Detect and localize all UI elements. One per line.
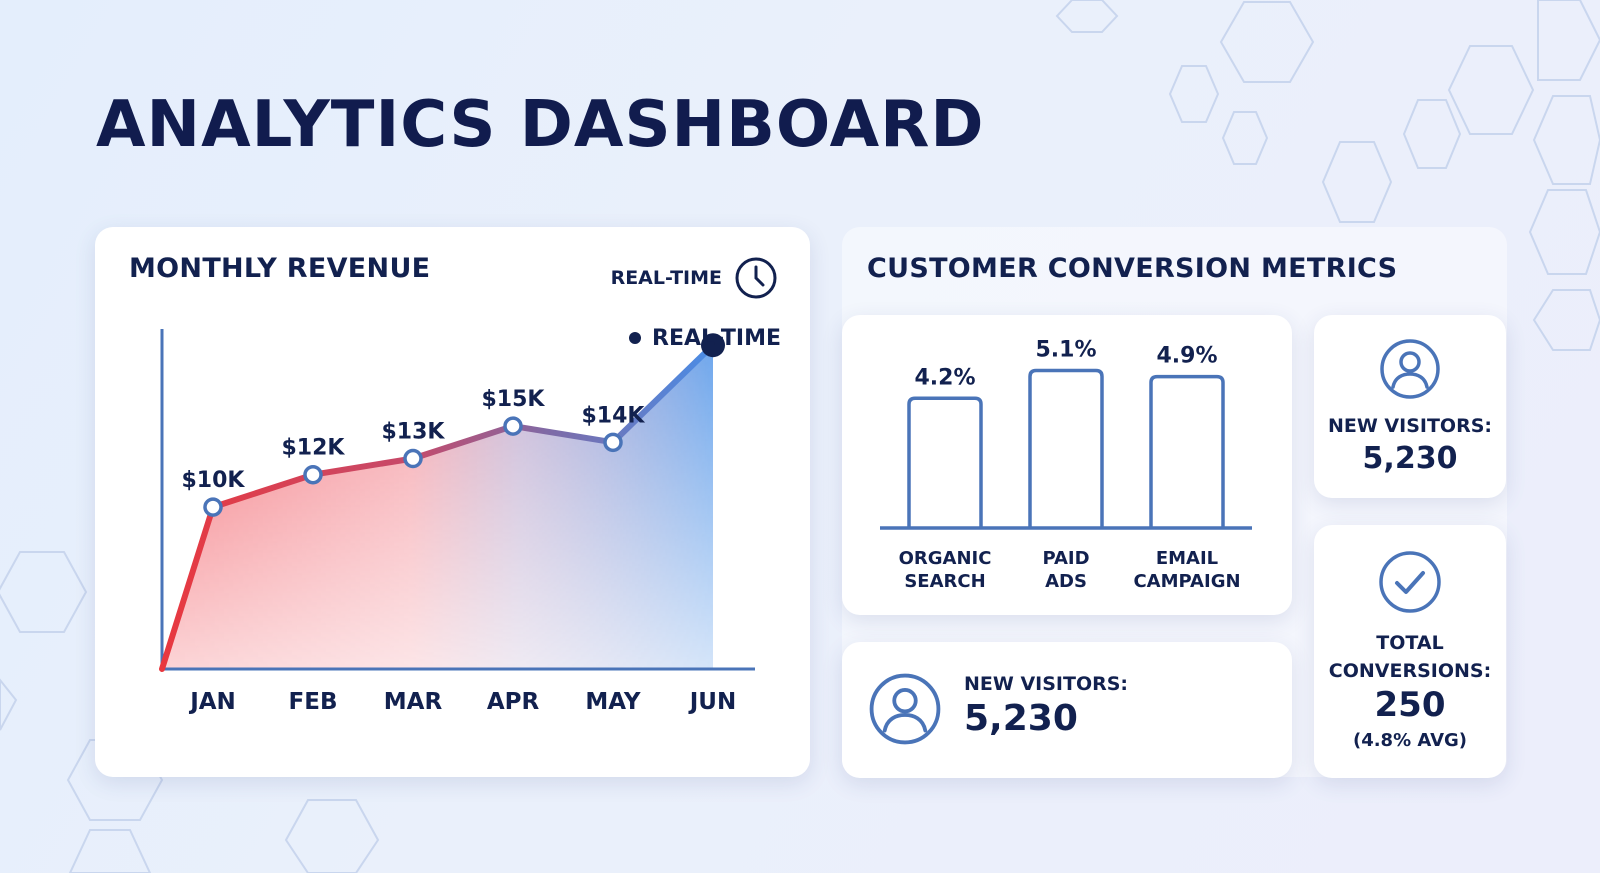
legend-dot-icon [629,332,641,344]
revenue-data-label: $15K [482,387,546,412]
conversion-category-label: PAID [1042,548,1089,569]
revenue-point-may[interactable] [603,432,623,453]
new-visitors-card: NEW VISITORS: 5,230 [1314,315,1506,498]
user-icon [869,673,941,745]
total-conversions-card: TOTAL CONVERSIONS: 250 (4.8% AVG) [1314,525,1506,778]
new-visitors-value: 5,230 [1362,441,1458,476]
user-icon [1380,339,1440,399]
check-circle-icon [1379,551,1441,613]
revenue-x-tick-label: JAN [188,689,236,715]
revenue-x-tick-label: MAY [585,689,640,715]
revenue-legend: REAL-TIME [629,326,781,351]
new-visitors-wide-label: NEW VISITORS: [964,673,1129,695]
conversion-bar[interactable] [1028,368,1104,528]
revenue-card-title: MONTHLY REVENUE [129,253,431,284]
revenue-area-chart: $10K $12K $13K $15K $14K REAL-TIME JAN FEB MAR… [159,326,781,715]
revenue-point-jan[interactable] [203,497,223,517]
monthly-revenue-card: MONTHLY REVENUE REAL-TIME [95,227,810,777]
conversion-category-label: CAMPAIGN [1133,571,1240,592]
conversion-category-label: ORGANIC [899,548,992,569]
conversion-category-label: SEARCH [904,571,985,592]
conversion-bar[interactable] [1149,374,1225,528]
new-visitors-wide-value: 5,230 [964,698,1078,739]
revenue-x-tick-label: FEB [289,689,338,715]
revenue-area-fill [162,345,713,669]
revenue-point-apr[interactable] [503,416,523,436]
conversion-bar-value-label: 4.9% [1156,344,1217,369]
revenue-point-jun[interactable] [701,333,725,358]
clock-icon [735,257,777,299]
revenue-point-mar[interactable] [403,448,423,469]
total-conversions-average: (4.8% AVG) [1352,730,1468,751]
realtime-indicator[interactable]: REAL-TIME [611,256,778,300]
conversion-rate-card: 4.2% ORGANIC SEARCH 5.1% PAID ADS 4.9% EMAIL CAM… [842,315,1292,615]
total-conversions-label-line1: TOTAL [1376,632,1444,654]
new-visitors-label: NEW VISITORS: [1327,415,1492,437]
legend-label: REAL-TIME [652,326,781,351]
revenue-point-feb[interactable] [303,464,323,485]
conversion-bar-value-label: 4.2% [914,365,975,390]
new-visitors-wide-card: NEW VISITORS: 5,230 [842,642,1292,778]
revenue-x-tick-label: JUN [688,689,736,715]
realtime-label: REAL-TIME [610,267,722,289]
conversion-category-label: EMAIL [1156,548,1218,569]
page-title: ANALYTICS DASHBOARD [96,88,985,162]
revenue-x-tick-label: MAR [384,689,443,715]
conversion-bar[interactable] [907,396,983,528]
revenue-data-label: $12K [282,436,346,461]
revenue-data-label: $13K [382,420,446,445]
conversion-category-label: ADS [1045,571,1087,592]
total-conversions-label-line2: CONVERSIONS: [1328,660,1492,682]
conversion-bar-value-label: 5.1% [1035,337,1096,362]
revenue-data-label: $10K [182,468,246,493]
revenue-x-tick-label: APR [487,689,540,715]
total-conversions-value: 250 [1374,685,1446,725]
conversion-panel-title: CUSTOMER CONVERSION METRICS [867,253,1398,284]
revenue-data-label: $14K [582,403,646,428]
